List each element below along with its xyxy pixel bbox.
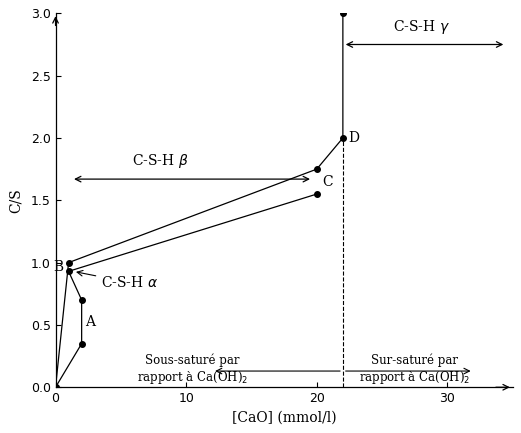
Text: Sur-saturé par
rapport à Ca(OH)$_2$: Sur-saturé par rapport à Ca(OH)$_2$ <box>359 354 470 387</box>
Point <box>78 340 86 347</box>
Y-axis label: C/S: C/S <box>8 188 22 213</box>
Point <box>78 297 86 304</box>
Point <box>52 384 60 391</box>
Point <box>313 191 321 197</box>
X-axis label: [CaO] (mmol/l): [CaO] (mmol/l) <box>232 410 337 425</box>
Text: B: B <box>53 260 64 274</box>
Point <box>65 259 73 266</box>
Point <box>313 166 321 173</box>
Point <box>339 10 347 17</box>
Point <box>65 268 73 275</box>
Text: C-S-H $\beta$: C-S-H $\beta$ <box>132 152 188 170</box>
Text: Sous-saturé par
rapport à Ca(OH)$_2$: Sous-saturé par rapport à Ca(OH)$_2$ <box>137 354 248 387</box>
Text: D: D <box>348 131 359 145</box>
Text: A: A <box>85 315 95 330</box>
Text: C-S-H $\gamma$: C-S-H $\gamma$ <box>393 18 450 36</box>
Point <box>339 135 347 142</box>
Text: C: C <box>322 174 332 189</box>
Text: C-S-H $\alpha$: C-S-H $\alpha$ <box>77 271 158 290</box>
